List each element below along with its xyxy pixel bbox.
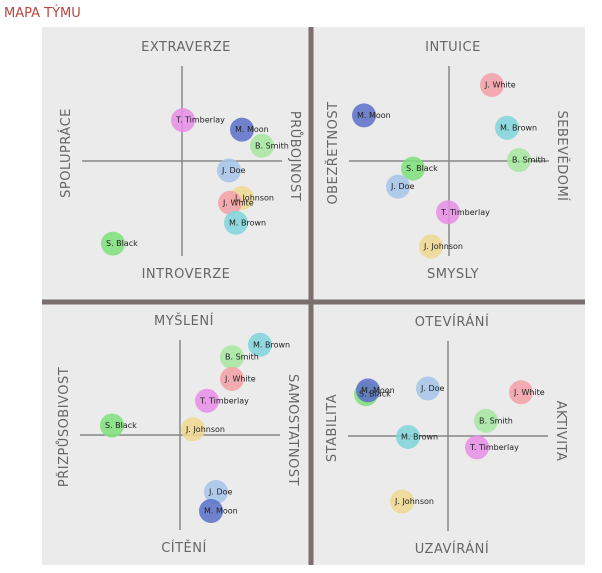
point: [100, 413, 124, 438]
point: [218, 190, 242, 215]
point-label: M. Moon: [357, 111, 391, 120]
point: [101, 231, 125, 256]
point-label: J. Johnson: [423, 242, 463, 251]
point: [356, 378, 380, 403]
point-label: J. White: [484, 81, 516, 90]
point: [220, 345, 244, 370]
point-label: T. Timberlay: [175, 116, 225, 125]
point: [390, 489, 414, 514]
axis-label: PŘIZPŮSOBIVOST: [56, 367, 72, 487]
point-label: T. Timberlay: [440, 208, 490, 217]
point-label: J. White: [222, 198, 254, 207]
point: [195, 388, 219, 413]
point-label: J. Johnson: [234, 194, 274, 203]
axis-label: SPOLUPRÁCE: [58, 108, 74, 198]
point: [230, 117, 254, 142]
point-label: J. Johnson: [185, 425, 225, 434]
axis-label: EXTRAVERZE: [141, 40, 231, 55]
point: [248, 332, 272, 357]
point: [436, 200, 460, 225]
point-label: J. Johnson: [394, 497, 434, 506]
point: [220, 366, 244, 391]
point-label: J. Doe: [420, 384, 445, 393]
point: [204, 480, 228, 504]
axis-label: UZAVÍRÁNÍ: [415, 541, 489, 557]
point-label: M. Brown: [500, 123, 537, 132]
axis-label: STABILITA: [325, 394, 340, 462]
axis-label: INTROVERZE: [142, 267, 231, 282]
point: [495, 115, 519, 140]
axis-label: CÍTĚNÍ: [161, 540, 207, 556]
axis-label: SMYSLY: [427, 267, 479, 282]
point: [401, 156, 425, 181]
point-label: M. Moon: [204, 507, 238, 516]
point-label: T. Timberlay: [199, 396, 249, 405]
point: [509, 380, 533, 405]
point: [480, 73, 504, 97]
point-label: J. Doe: [208, 488, 233, 497]
point-label: T. Timberlay: [469, 443, 519, 452]
axis-label: PRŮBOJNOST: [287, 111, 303, 201]
axis-label: SEBEVĚDOMÍ: [554, 111, 570, 202]
point: [396, 424, 420, 449]
point: [217, 158, 241, 183]
point: [507, 148, 531, 173]
point-label: S. Black: [105, 421, 137, 430]
point-label: S. Black: [359, 390, 391, 399]
axis-label: AKTIVITA: [553, 401, 568, 462]
point: [416, 376, 440, 401]
point: [352, 103, 376, 128]
point-label: B. Smith: [479, 416, 513, 425]
point: [171, 108, 195, 133]
point: [386, 174, 410, 199]
axis-label: SAMOSTATNOST: [285, 374, 300, 486]
axis-label: MYŠLENÍ: [154, 313, 214, 329]
point: [250, 133, 274, 158]
point-label: J. White: [224, 374, 256, 383]
point-label: M. Brown: [401, 432, 438, 441]
point-label: B. Smith: [225, 353, 259, 362]
axis-label: OBEZŘETNOST: [325, 101, 341, 204]
axis-label: INTUICE: [425, 40, 481, 55]
point-label: B. Smith: [512, 156, 546, 165]
axis-label: OTEVÍRÁNÍ: [415, 314, 490, 330]
point: [181, 417, 205, 442]
point-label: J. Doe: [221, 166, 246, 175]
point: [199, 499, 223, 523]
point-label: M. Moon: [235, 125, 269, 134]
point-label: B. Smith: [255, 141, 289, 150]
point-label: S. Black: [106, 239, 138, 248]
point-label: J. White: [513, 388, 545, 397]
point: [474, 408, 498, 433]
point: [419, 234, 443, 259]
point-label: M. Brown: [229, 218, 266, 227]
point-label: S. Black: [406, 164, 438, 173]
point: [224, 210, 248, 235]
point-label: J. Doe: [390, 182, 415, 191]
point: [465, 435, 489, 460]
point-label: M. Moon: [361, 386, 395, 395]
point-label: M. Brown: [253, 340, 290, 349]
page-title: MAPA TÝMU: [4, 5, 81, 21]
